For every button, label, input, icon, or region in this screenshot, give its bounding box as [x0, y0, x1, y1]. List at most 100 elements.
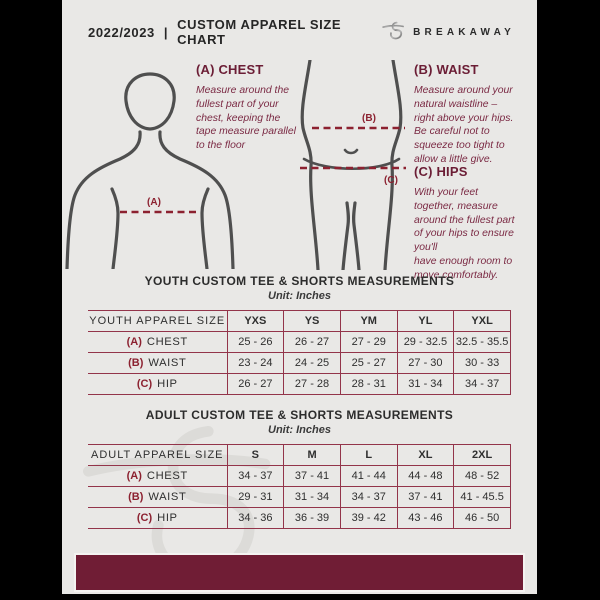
- right-inner-leg-outline: [351, 201, 361, 270]
- row-marker: (A): [126, 336, 142, 348]
- cell: 34 - 37: [226, 465, 284, 487]
- row-label: WAIST: [148, 357, 187, 369]
- left-inner-leg-outline: [341, 201, 351, 270]
- row-label: HIP: [157, 512, 178, 524]
- head-outline: [124, 72, 176, 131]
- cell: 31 - 34: [283, 486, 341, 508]
- adult-table-unit: Unit: Inches: [268, 424, 331, 436]
- waist-dash-label: (B): [362, 113, 376, 124]
- left-hip-leg-outline: [300, 60, 320, 270]
- left-shoulder-arm-outline: [65, 130, 142, 269]
- row-marker: (C): [136, 512, 153, 524]
- row-label: CHEST: [146, 336, 188, 348]
- cell: 24 - 25: [283, 352, 341, 374]
- hips-heading: (C) HIPS: [414, 164, 468, 179]
- hips-body-text: With your feet together, measure around …: [414, 187, 515, 281]
- adult-col-m: M: [283, 444, 341, 466]
- adult-table-title: ADULT CUSTOM TEE & SHORTS MEASUREMENTS: [145, 408, 454, 422]
- chest-body-text: Measure around the fullest part of your …: [196, 85, 296, 152]
- youth-size-label: YOUTH APPAREL SIZE: [89, 315, 226, 327]
- youth-col-ys: YS: [283, 310, 341, 332]
- youth-chest-row: (A) CHEST 25 - 26 26 - 27 27 - 29 29 - 32…: [88, 331, 511, 353]
- youth-col-yl: YL: [396, 310, 454, 332]
- header-year: 2022/2023: [88, 24, 155, 40]
- adult-col-s: S: [226, 444, 284, 466]
- chest-dash-label: (A): [147, 197, 161, 208]
- cell: 29 - 32.5: [396, 331, 454, 353]
- adult-col-2xl: 2XL: [453, 444, 511, 466]
- row-label-cell: (A) CHEST: [88, 466, 227, 487]
- navel-mark: [343, 148, 359, 155]
- adult-section: ADULT CUSTOM TEE & SHORTS MEASUREMENTS U…: [62, 408, 537, 529]
- youth-table-title: YOUTH CUSTOM TEE & SHORTS MEASUREMENTS: [144, 274, 455, 288]
- lower-body-diagram: (B) (C): [300, 60, 406, 270]
- right-hip-leg-outline: [383, 60, 403, 270]
- cell: 36 - 39: [283, 507, 341, 529]
- right-inner-arm-outline: [200, 187, 210, 269]
- cell: 44 - 48: [396, 465, 454, 487]
- row-label-cell: (B) WAIST: [88, 487, 227, 508]
- cell: 30 - 33: [453, 352, 511, 374]
- cell: 29 - 31: [226, 486, 284, 508]
- cell: 27 - 29: [339, 331, 398, 353]
- youth-table-unit: Unit: Inches: [268, 290, 331, 302]
- brand-name: BREAKAWAY: [413, 26, 515, 38]
- cell: 43 - 46: [396, 507, 454, 529]
- cell: 46 - 50: [453, 507, 511, 529]
- torso-diagram: (A): [65, 72, 235, 269]
- youth-col-yxs: YXS: [226, 310, 284, 332]
- cell: 27 - 28: [283, 373, 341, 395]
- youth-hip-row: (C) HIP 26 - 27 27 - 28 28 - 31 31 - 34 3…: [88, 373, 511, 395]
- row-label: WAIST: [148, 491, 187, 503]
- waist-instructions: (B) WAIST Measure around your natural wa…: [414, 62, 536, 167]
- adult-size-table: ADULT APPAREL SIZE S M L XL 2XL (A) CHEST…: [88, 444, 511, 529]
- cell: 41 - 44: [339, 465, 398, 487]
- cell: 48 - 52: [453, 465, 511, 487]
- left-inner-arm-outline: [110, 187, 120, 269]
- youth-col-ym: YM: [339, 310, 398, 332]
- waist-body-text: Measure around your natural waistline – …: [414, 85, 514, 166]
- breakaway-b-logo-icon: [382, 21, 405, 40]
- footer-accent-bar: [74, 553, 525, 592]
- adult-header-row: ADULT APPAREL SIZE S M L XL 2XL: [88, 444, 511, 466]
- adult-hip-row: (C) HIP 34 - 36 36 - 39 39 - 42 43 - 46 4…: [88, 507, 511, 529]
- cell: 34 - 36: [226, 507, 284, 529]
- row-label-cell: (C) HIP: [88, 508, 227, 529]
- row-label: HIP: [157, 378, 178, 390]
- size-chart-page: 2022/2023 | CUSTOM APPAREL SIZE CHART BR…: [62, 0, 537, 594]
- row-marker: (C): [136, 378, 153, 390]
- cell: 26 - 27: [283, 331, 341, 353]
- cell: 32.5 - 35.5: [453, 331, 511, 353]
- header-title-text: CUSTOM APPAREL SIZE CHART: [177, 17, 342, 47]
- cell: 31 - 34: [396, 373, 454, 395]
- row-marker: (B): [128, 357, 144, 369]
- row-label: CHEST: [146, 470, 188, 482]
- waist-heading: (B) WAIST: [414, 62, 479, 77]
- cell: 27 - 30: [396, 352, 454, 374]
- brand-lockup: BREAKAWAY: [382, 20, 515, 44]
- chest-heading: (A) CHEST: [196, 62, 264, 77]
- adult-col-xl: XL: [396, 444, 454, 466]
- adult-chest-row: (A) CHEST 34 - 37 37 - 41 41 - 44 44 - 48…: [88, 465, 511, 487]
- row-marker: (B): [128, 491, 144, 503]
- adult-waist-row: (B) WAIST 29 - 31 31 - 34 34 - 37 37 - 41…: [88, 486, 511, 508]
- chest-instructions: (A) CHEST Measure around the fullest par…: [196, 62, 328, 153]
- cell: 39 - 42: [339, 507, 398, 529]
- youth-header-row: YOUTH APPAREL SIZE YXS YS YM YL YXL: [88, 310, 511, 332]
- cell: 37 - 41: [283, 465, 341, 487]
- page-title: 2022/2023 | CUSTOM APPAREL SIZE CHART: [88, 17, 382, 47]
- row-label-cell: (A) CHEST: [88, 332, 227, 353]
- youth-section: YOUTH CUSTOM TEE & SHORTS MEASUREMENTS U…: [62, 274, 537, 395]
- cell: 25 - 27: [339, 352, 398, 374]
- cell: 28 - 31: [339, 373, 398, 395]
- row-label-cell: (C) HIP: [88, 374, 227, 395]
- youth-col-yxl: YXL: [453, 310, 511, 332]
- adult-col-l: L: [339, 444, 398, 466]
- youth-size-table: YOUTH APPAREL SIZE YXS YS YM YL YXL (A) C…: [88, 310, 511, 395]
- hips-instructions: (C) HIPS With your feet together, measur…: [414, 164, 537, 283]
- cell: 25 - 26: [226, 331, 284, 353]
- cell: 34 - 37: [453, 373, 511, 395]
- right-shoulder-arm-outline: [158, 130, 235, 269]
- row-marker: (A): [126, 470, 142, 482]
- row-label-cell: (B) WAIST: [88, 353, 227, 374]
